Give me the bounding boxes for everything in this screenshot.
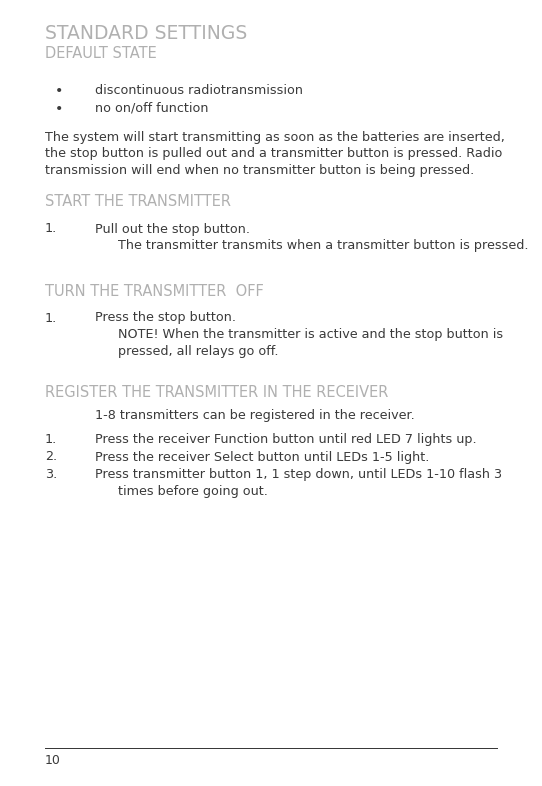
Text: discontinuous radiotransmission: discontinuous radiotransmission: [95, 84, 303, 97]
Text: 3.: 3.: [45, 468, 57, 481]
Text: times before going out.: times before going out.: [118, 484, 268, 498]
Text: 1-8 transmitters can be registered in the receiver.: 1-8 transmitters can be registered in th…: [95, 409, 415, 422]
Text: START THE TRANSMITTER: START THE TRANSMITTER: [45, 194, 231, 210]
Text: Pull out the stop button.: Pull out the stop button.: [95, 222, 250, 236]
Text: 1.: 1.: [45, 311, 57, 325]
Text: NOTE! When the transmitter is active and the stop button is: NOTE! When the transmitter is active and…: [118, 328, 503, 341]
Text: REGISTER THE TRANSMITTER IN THE RECEIVER: REGISTER THE TRANSMITTER IN THE RECEIVER: [45, 385, 389, 400]
Text: 1.: 1.: [45, 222, 57, 236]
Text: •: •: [55, 101, 63, 116]
Text: no on/off function: no on/off function: [95, 101, 209, 115]
Text: 1.: 1.: [45, 433, 57, 446]
Text: 2.: 2.: [45, 450, 57, 464]
Text: The system will start transmitting as soon as the batteries are inserted,: The system will start transmitting as so…: [45, 131, 505, 144]
Text: STANDARD SETTINGS: STANDARD SETTINGS: [45, 24, 247, 43]
Text: Press the receiver Function button until red LED 7 lights up.: Press the receiver Function button until…: [95, 433, 476, 446]
Text: pressed, all relays go off.: pressed, all relays go off.: [118, 344, 279, 358]
Text: TURN THE TRANSMITTER  OFF: TURN THE TRANSMITTER OFF: [45, 284, 264, 299]
Text: •: •: [55, 84, 63, 98]
Text: the stop button is pulled out and a transmitter button is pressed. Radio: the stop button is pulled out and a tran…: [45, 148, 502, 160]
Text: Press transmitter button 1, 1 step down, until LEDs 1-10 flash 3: Press transmitter button 1, 1 step down,…: [95, 468, 502, 481]
Text: Press the receiver Select button until LEDs 1-5 light.: Press the receiver Select button until L…: [95, 450, 429, 464]
Text: transmission will end when no transmitter button is being pressed.: transmission will end when no transmitte…: [45, 164, 474, 177]
Text: The transmitter transmits when a transmitter button is pressed.: The transmitter transmits when a transmi…: [118, 239, 528, 252]
Text: 10: 10: [45, 754, 61, 767]
Text: Press the stop button.: Press the stop button.: [95, 311, 236, 325]
Text: DEFAULT STATE: DEFAULT STATE: [45, 46, 157, 61]
